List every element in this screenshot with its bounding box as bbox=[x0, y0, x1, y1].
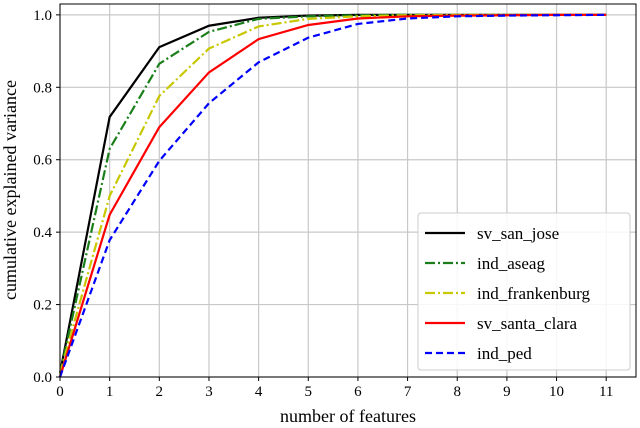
x-tick-label: 10 bbox=[549, 384, 564, 400]
y-tick-label: 0.2 bbox=[33, 298, 52, 314]
series-lines bbox=[58, 13, 607, 378]
x-tick-label: 11 bbox=[599, 384, 613, 400]
y-tick-label: 0.4 bbox=[33, 225, 52, 241]
x-tick-label: 0 bbox=[56, 384, 64, 400]
x-tick-label: 5 bbox=[305, 384, 313, 400]
x-tick-label: 2 bbox=[156, 384, 164, 400]
legend-box bbox=[417, 212, 631, 371]
plot-frame bbox=[59, 3, 637, 378]
legend-label: ind_ped bbox=[477, 344, 532, 363]
x-tick-label: 9 bbox=[503, 384, 511, 400]
ticks: 0 1 2 3 4 5 6 7 8 9 10 11 0.0 0.2 0.4 0.6 0.8 1.0 bbox=[33, 8, 613, 400]
series-line-ind-aseag bbox=[58, 13, 607, 374]
legend-label: ind_aseag bbox=[477, 254, 545, 273]
y-tick-label: 0.0 bbox=[33, 370, 52, 386]
x-tick-label: 8 bbox=[453, 384, 461, 400]
legend-label: sv_santa_clara bbox=[477, 314, 578, 333]
x-tick-label: 6 bbox=[354, 384, 362, 400]
legend: sv_san_jose ind_aseag ind_frankenburg sv_sa… bbox=[417, 212, 631, 371]
x-tick-label: 3 bbox=[205, 384, 213, 400]
y-tick-label: 0.8 bbox=[33, 80, 52, 96]
x-tick-label: 7 bbox=[404, 384, 412, 400]
y-axis-label: cumulative explained variance bbox=[0, 80, 20, 300]
legend-label: sv_san_jose bbox=[477, 224, 559, 243]
x-tick-label: 1 bbox=[106, 384, 114, 400]
legend-label: ind_frankenburg bbox=[477, 284, 590, 303]
y-tick-label: 0.6 bbox=[33, 153, 52, 169]
series-line-ind-ped bbox=[58, 13, 607, 378]
x-axis-label: number of features bbox=[280, 406, 416, 426]
y-tick-label: 1.0 bbox=[33, 8, 52, 24]
x-tick-label: 4 bbox=[255, 384, 263, 400]
series-line-ind-frankenburg bbox=[58, 13, 607, 374]
